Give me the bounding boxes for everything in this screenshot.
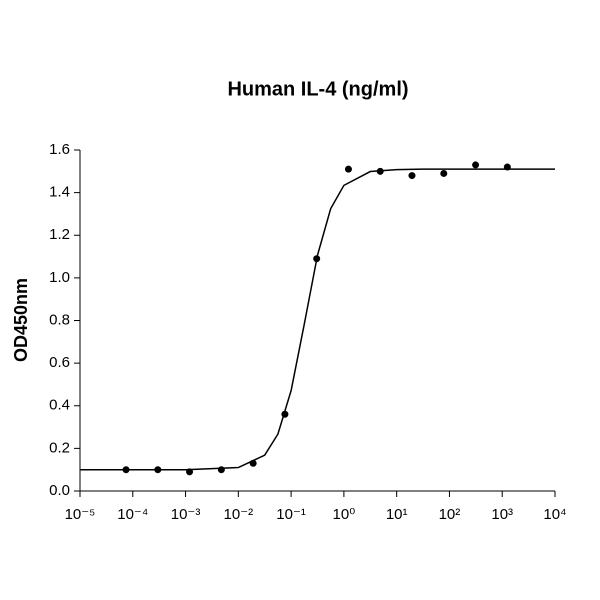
data-point [344, 165, 352, 173]
x-tick-label: 10¹ [386, 506, 408, 523]
y-tick-label: 1.0 [49, 269, 70, 286]
data-point [408, 172, 416, 180]
y-tick-label: 1.2 [49, 226, 70, 243]
x-tick-label: 10² [439, 506, 461, 523]
y-axis-label: OD450nm [11, 278, 31, 362]
x-tick-label: 10⁻³ [171, 506, 201, 523]
data-point [217, 466, 225, 474]
chart-title: Human IL-4 (ng/ml) [227, 78, 408, 100]
data-point [281, 410, 289, 418]
data-point [440, 169, 448, 177]
data-point [313, 255, 321, 263]
x-tick-label: 10⁻² [224, 506, 254, 523]
fit-curve [80, 168, 555, 471]
data-point [122, 466, 130, 474]
y-tick-label: 0.0 [49, 482, 70, 499]
x-tick-label: 10³ [491, 506, 513, 523]
x-tick-label: 10⁻⁴ [117, 506, 148, 523]
data-point [249, 459, 257, 467]
y-tick-label: 1.6 [49, 141, 70, 158]
y-tick-label: 0.2 [49, 439, 70, 456]
y-tick-label: 0.6 [49, 354, 70, 371]
data-point [186, 468, 194, 476]
data-point [376, 167, 384, 175]
x-tick-label: 10⁰ [333, 506, 356, 523]
data-point [154, 466, 162, 474]
y-tick-label: 1.4 [49, 184, 70, 201]
data-point [503, 163, 511, 171]
x-tick-label: 10⁴ [543, 506, 566, 523]
y-tick-label: 0.8 [49, 311, 70, 328]
x-tick-label: 10⁻⁵ [65, 506, 96, 523]
y-tick-label: 0.4 [49, 397, 70, 414]
data-point [472, 161, 480, 169]
x-tick-label: 10⁻¹ [276, 506, 306, 523]
